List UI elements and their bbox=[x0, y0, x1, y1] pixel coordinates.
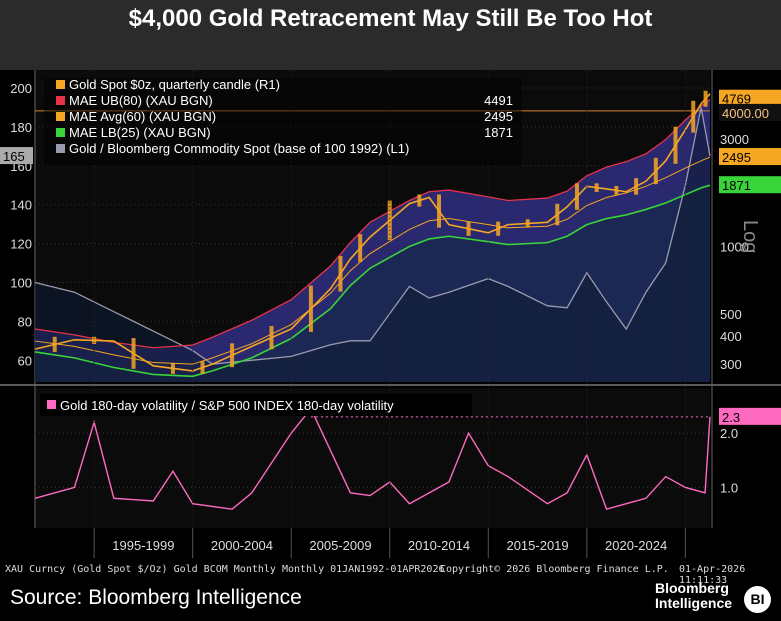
legend-swatch bbox=[56, 112, 65, 121]
left-tick-label: 100 bbox=[10, 275, 32, 290]
left-tick-label: 80 bbox=[18, 314, 32, 329]
legend-swatch bbox=[47, 400, 56, 409]
legend-label: MAE UB(80) (XAU BGN) bbox=[69, 93, 213, 108]
vol-badge-text: 2.3 bbox=[722, 410, 740, 425]
left-tick-label: 200 bbox=[10, 81, 32, 96]
legend-label: MAE Avg(60) (XAU BGN) bbox=[69, 109, 216, 124]
x-tick-label: 2010-2014 bbox=[408, 538, 470, 553]
footer-left: XAU Curncy (Gold Spot $/Oz) Gold BCOM Mo… bbox=[5, 564, 445, 575]
x-tick-label: 2015-2019 bbox=[506, 538, 568, 553]
legend-label: MAE LB(25) (XAU BGN) bbox=[69, 125, 211, 140]
lb-badge bbox=[719, 176, 781, 194]
legend-label: Gold / Bloomberg Commodity Spot (base of… bbox=[69, 141, 409, 156]
log-axis-label: Log bbox=[739, 220, 761, 253]
avg-badge-text: 2495 bbox=[722, 150, 751, 165]
vol-badge bbox=[719, 407, 781, 425]
level-badge-text: 4000.00 bbox=[722, 106, 769, 121]
mae-band-fill bbox=[35, 99, 710, 377]
legend-box-bottom bbox=[40, 394, 472, 416]
bi-badge: BI bbox=[744, 586, 771, 613]
lb-badge-text: 1871 bbox=[722, 178, 751, 193]
x-tick-label: 1995-1999 bbox=[112, 538, 174, 553]
right-tick-label: 1000 bbox=[720, 239, 749, 254]
legend-box bbox=[44, 78, 522, 166]
gold-spot-line bbox=[34, 93, 711, 372]
vol-tick-label: 2.0 bbox=[720, 426, 738, 441]
ratio-area-fill bbox=[35, 107, 710, 382]
brand-line2: Intelligence bbox=[655, 595, 733, 611]
left-tick-label: 180 bbox=[10, 120, 32, 135]
legend-swatch bbox=[56, 80, 65, 89]
vol-ratio-line bbox=[34, 407, 711, 510]
avg-badge bbox=[719, 148, 781, 166]
vol-tick-label: 1.0 bbox=[720, 480, 738, 495]
legend-swatch bbox=[56, 96, 65, 105]
brand-logo: Bloomberg Intelligence bbox=[655, 581, 732, 611]
gold-badge bbox=[719, 89, 781, 107]
legend-label: Gold 180-day volatility / S&P 500 INDEX … bbox=[60, 398, 394, 413]
legend-value: 4491 bbox=[484, 93, 513, 108]
legend-value: 1871 bbox=[484, 125, 513, 140]
right-tick-label: 300 bbox=[720, 357, 742, 372]
chart-canvas: 1995-1999 2000-2004 2005-2009 2010-2014 2015… bbox=[0, 70, 781, 560]
mae-lb-line bbox=[34, 184, 711, 378]
legend-swatch bbox=[56, 144, 65, 153]
source-label: Source: Bloomberg Intelligence bbox=[10, 586, 302, 609]
footer-copyright: Copyright© 2026 Bloomberg Finance L.P. bbox=[440, 564, 669, 575]
right-tick-label: 3000 bbox=[720, 132, 749, 147]
ratio-line bbox=[34, 107, 711, 365]
brand-line1: Bloomberg bbox=[655, 580, 729, 596]
title-spacer bbox=[0, 38, 781, 70]
x-tick-label: 2020-2024 bbox=[605, 538, 667, 553]
level-badge bbox=[719, 103, 781, 121]
left-tick-label: 140 bbox=[10, 198, 32, 213]
gold-badge-text: 4769 bbox=[722, 92, 751, 107]
ratio-badge bbox=[0, 147, 33, 165]
mae-ub-line bbox=[34, 99, 711, 349]
legend-swatch bbox=[56, 128, 65, 137]
chart-title: $4,000 Gold Retracement May Still Be Too… bbox=[0, 0, 781, 38]
legend-label: Gold Spot $0z, quarterly candle (R1) bbox=[69, 77, 280, 92]
legend-value: 2495 bbox=[484, 109, 513, 124]
x-tick-label: 2005-2009 bbox=[309, 538, 371, 553]
right-tick-label: 400 bbox=[720, 329, 742, 344]
left-tick-label: 60 bbox=[18, 353, 32, 368]
right-tick-label: 500 bbox=[720, 307, 742, 322]
footer-timestamp: 01-Apr-2026 11:11:33 bbox=[679, 564, 746, 586]
x-tick-label: 2000-2004 bbox=[211, 538, 273, 553]
left-tick-label: 120 bbox=[10, 237, 32, 252]
ratio-badge-text: 165 bbox=[3, 149, 25, 164]
